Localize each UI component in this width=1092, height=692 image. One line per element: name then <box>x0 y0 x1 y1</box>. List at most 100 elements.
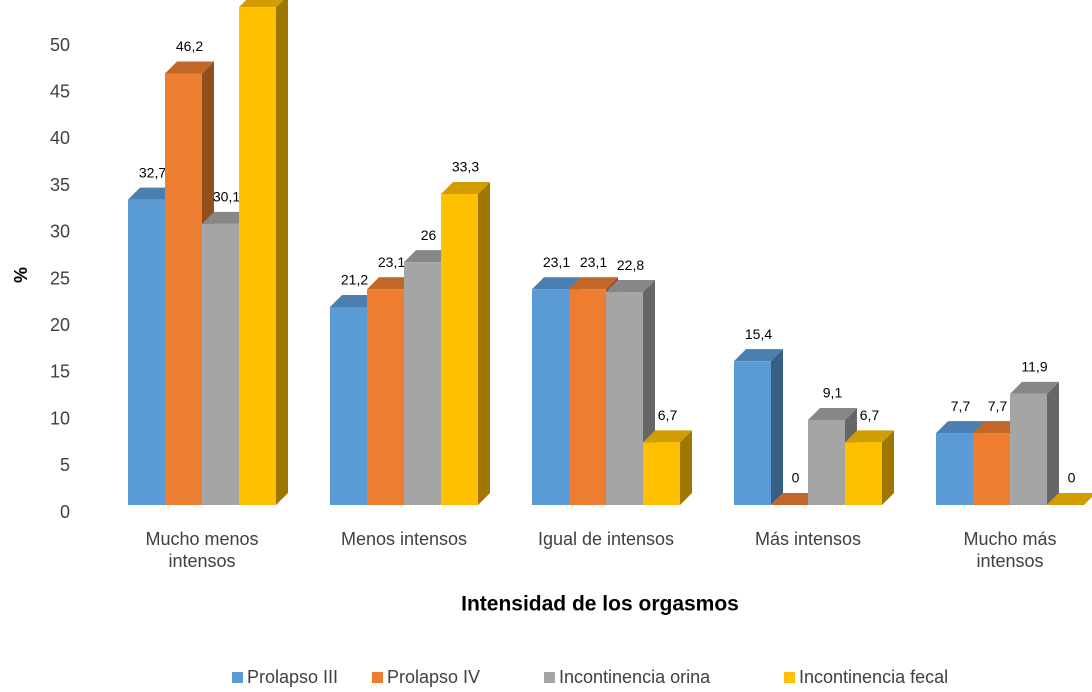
legend-label: Prolapso IV <box>387 667 480 687</box>
bar-front <box>404 262 441 505</box>
data-label: 15,4 <box>745 326 772 342</box>
bar-front <box>532 289 569 505</box>
bar-top <box>1010 381 1059 394</box>
bar-top <box>128 187 177 200</box>
bar-side <box>1047 381 1059 505</box>
bar-top <box>771 493 820 505</box>
data-label: 32,7 <box>139 164 166 180</box>
legend-swatch <box>784 672 795 683</box>
data-label: 6,7 <box>658 407 678 423</box>
legend-swatch <box>372 672 383 683</box>
bar-top <box>606 280 655 293</box>
x-tick-label: Menos intensos <box>340 529 468 549</box>
bar-top <box>239 0 284 8</box>
bar-top <box>936 421 985 434</box>
legend-label: Incontinencia orina <box>559 667 711 687</box>
data-label: 26 <box>421 227 437 243</box>
bar-top <box>202 211 251 224</box>
bar-side <box>276 0 288 505</box>
bar-top <box>734 349 783 362</box>
y-axis-title: % <box>11 267 31 283</box>
data-label: 23,1 <box>580 254 607 270</box>
bar-top <box>367 277 416 290</box>
bar-side <box>771 349 783 505</box>
y-tick-label: 50 <box>50 35 70 55</box>
bar <box>1047 493 1092 505</box>
legend-label: Incontinencia fecal <box>799 667 948 687</box>
y-tick-label: 5 <box>60 455 70 475</box>
legend-swatch <box>232 672 243 683</box>
bar-top <box>569 277 618 290</box>
bar-front <box>734 361 771 505</box>
data-label: 9,1 <box>823 385 843 401</box>
data-label: 0 <box>792 470 800 486</box>
bar <box>734 349 783 505</box>
bar-top <box>1047 493 1092 505</box>
data-label: 46,2 <box>176 38 203 54</box>
x-tick-label: Mucho más intensos <box>963 529 1057 571</box>
data-label: 23,1 <box>378 254 405 270</box>
bar-front <box>367 289 404 505</box>
legend-swatch <box>544 672 555 683</box>
bar-front <box>330 306 367 505</box>
y-tick-label: 0 <box>60 502 70 522</box>
bar <box>771 493 820 505</box>
y-tick-label: 40 <box>50 128 70 148</box>
y-tick-label: 45 <box>50 81 70 101</box>
bar-top <box>330 294 379 307</box>
bar-front <box>441 193 478 505</box>
bar-front <box>165 73 202 505</box>
bar-front <box>202 223 239 505</box>
bar-front <box>606 292 643 505</box>
bar-top <box>404 250 453 263</box>
bar <box>845 430 894 505</box>
y-tick-label: 10 <box>50 408 70 428</box>
data-label: 0 <box>1068 470 1076 486</box>
data-label: 23,1 <box>543 254 570 270</box>
data-label: 11,9 <box>1021 359 1047 375</box>
x-tick-label: Igual de intensos <box>537 529 675 549</box>
bar-front <box>936 433 973 505</box>
bar <box>441 181 490 505</box>
bar-front <box>239 7 276 505</box>
data-label: 6,7 <box>860 407 880 423</box>
data-label: 21,2 <box>341 272 368 288</box>
bar-top <box>532 277 581 290</box>
bar <box>239 0 288 505</box>
x-tick-label: Más intensos <box>754 529 862 549</box>
data-label: 7,7 <box>951 398 971 414</box>
bar <box>367 277 416 505</box>
bar-front <box>845 442 882 505</box>
bar-front <box>973 433 1010 505</box>
bar-front <box>128 199 165 505</box>
x-axis-title: Intensidad de los orgasmos <box>461 593 739 616</box>
x-tick-label: Mucho menos intensos <box>145 529 259 571</box>
bar-side <box>680 430 692 505</box>
data-label: 33,3 <box>452 159 479 175</box>
y-tick-label: 35 <box>50 175 70 195</box>
bar-front <box>643 442 680 505</box>
bar-front <box>1010 393 1047 505</box>
bar <box>643 430 692 505</box>
bar <box>1010 381 1059 505</box>
bar-side <box>882 430 894 505</box>
bar-front <box>808 420 845 505</box>
y-tick-label: 25 <box>50 268 70 288</box>
data-label: 22,8 <box>617 257 644 273</box>
y-tick-label: 20 <box>50 315 70 335</box>
y-tick-label: 30 <box>50 222 70 242</box>
bar-side <box>478 181 490 505</box>
y-tick-label: 15 <box>50 362 70 382</box>
legend-label: Prolapso III <box>247 667 338 687</box>
bar-top <box>643 430 692 443</box>
bar-top <box>845 430 894 443</box>
data-label: 7,7 <box>988 398 1008 414</box>
bar-top <box>973 421 1022 434</box>
bar-front <box>569 289 606 505</box>
bar-top <box>165 61 214 74</box>
bar-top <box>808 408 857 421</box>
data-label: 30,1 <box>213 189 240 205</box>
bar-top <box>441 181 490 194</box>
